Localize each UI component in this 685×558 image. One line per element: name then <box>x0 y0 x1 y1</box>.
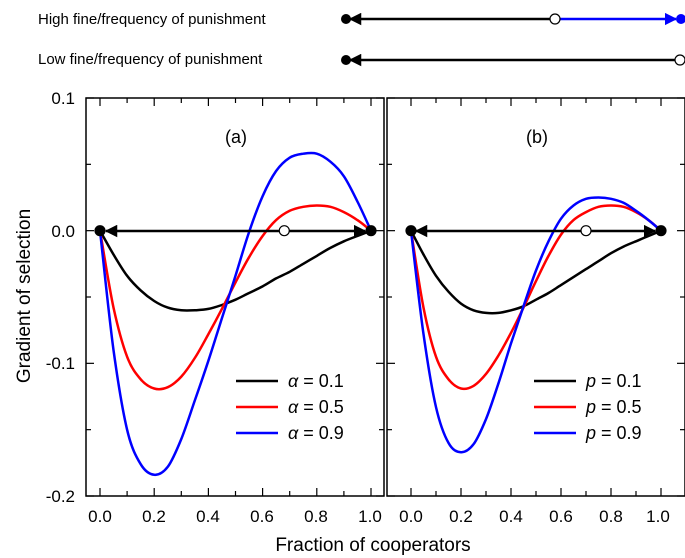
legend-value: = 0.1 <box>298 371 344 391</box>
stable-fixed-point <box>94 225 106 237</box>
y-tick-label: 0.0 <box>51 222 75 241</box>
legend-value: = 0.9 <box>298 423 344 443</box>
legend-entry: p = 0.9 <box>585 423 642 443</box>
legend-symbol: α <box>288 397 299 417</box>
panel-b-ticks <box>387 97 685 497</box>
top-diagram-low: Low fine/frequency of punishment <box>38 51 685 68</box>
stable-fixed-point <box>365 225 377 237</box>
legend-symbol: α <box>288 423 299 443</box>
legend-entry: p = 0.1 <box>585 371 642 391</box>
high-unstable-point <box>549 13 561 25</box>
series-line-0 <box>98 229 372 312</box>
panel-a-fixed-points <box>94 225 377 237</box>
y-tick-label: 0.1 <box>51 89 75 108</box>
unstable-fixed-point <box>580 225 592 237</box>
x-tick-label: 0.2 <box>449 507 473 526</box>
x-tick-label: 0.2 <box>142 507 166 526</box>
series-line-2 <box>98 151 373 477</box>
x-tick-label: 0.0 <box>399 507 423 526</box>
panel-a-label: (a) <box>225 127 247 147</box>
series-line-1 <box>409 204 662 391</box>
y-tick-label: -0.2 <box>46 487 75 506</box>
x-tick-label: 0.8 <box>599 507 623 526</box>
low-unstable-right-point <box>674 54 685 66</box>
legend-value: = 0.9 <box>596 423 642 443</box>
x-tick-label: 0.4 <box>499 507 523 526</box>
legend-symbol: α <box>288 371 299 391</box>
x-tick-label: 1.0 <box>646 507 670 526</box>
x-tick-label: 0.4 <box>196 507 220 526</box>
high-stable-left-point <box>341 14 351 24</box>
panel-b-curves <box>409 196 662 454</box>
x-tick-label: 0.8 <box>304 507 328 526</box>
x-tick-label: 0.0 <box>88 507 112 526</box>
y-axis-title: Gradient of selection <box>14 209 35 383</box>
x-tick-label: 0.6 <box>549 507 573 526</box>
panel-b-label: (b) <box>526 127 548 147</box>
high-stable-right-point <box>676 14 685 24</box>
legend-symbol: p <box>585 423 596 443</box>
x-tick-label: 1.0 <box>358 507 382 526</box>
panel-b-legend: p = 0.1 p = 0.5 p = 0.9 <box>534 371 642 443</box>
panel-b: (b) 0.0 0.2 0.4 0.6 0.8 1.0 p = 0.1 p = … <box>386 97 685 526</box>
legend-entry: α = 0.9 <box>288 423 344 443</box>
stable-fixed-point <box>405 225 417 237</box>
top-diagram-low-label: Low fine/frequency of punishment <box>38 51 263 68</box>
series-line-0 <box>409 229 662 315</box>
legend-entry: α = 0.5 <box>288 397 344 417</box>
unstable-fixed-point <box>278 225 290 237</box>
panel-b-x-tick-labels: 0.0 0.2 0.4 0.6 0.8 1.0 <box>399 507 670 526</box>
y-tick-label: -0.1 <box>46 354 75 373</box>
panel-a: (a) 0.1 0.0 -0.1 -0.2 0.0 0.2 0.4 0.6 0.… <box>46 89 385 526</box>
panel-a-ticks <box>86 97 384 497</box>
top-diagram-high-label: High fine/frequency of punishment <box>38 11 266 28</box>
panel-b-fixed-points <box>405 225 667 237</box>
legend-symbol: p <box>585 397 596 417</box>
x-tick-label: 0.6 <box>250 507 274 526</box>
top-diagram-high: High fine/frequency of punishment <box>38 11 685 28</box>
panel-a-curves <box>98 151 373 477</box>
x-axis-title: Fraction of cooperators <box>275 535 470 556</box>
panel-a-y-tick-labels: 0.1 0.0 -0.1 -0.2 <box>46 89 75 506</box>
legend-symbol: p <box>585 371 596 391</box>
series-line-1 <box>98 204 372 391</box>
panel-a-legend: α = 0.1 α = 0.5 α = 0.9 <box>236 371 344 443</box>
legend-value: = 0.1 <box>596 371 642 391</box>
legend-value: = 0.5 <box>298 397 344 417</box>
series-line-2 <box>409 196 662 454</box>
low-stable-left-point <box>341 55 351 65</box>
panel-a-x-tick-labels: 0.0 0.2 0.4 0.6 0.8 1.0 <box>88 507 382 526</box>
stable-fixed-point <box>655 225 667 237</box>
legend-entry: α = 0.1 <box>288 371 344 391</box>
legend-value: = 0.5 <box>596 397 642 417</box>
legend-entry: p = 0.5 <box>585 397 642 417</box>
